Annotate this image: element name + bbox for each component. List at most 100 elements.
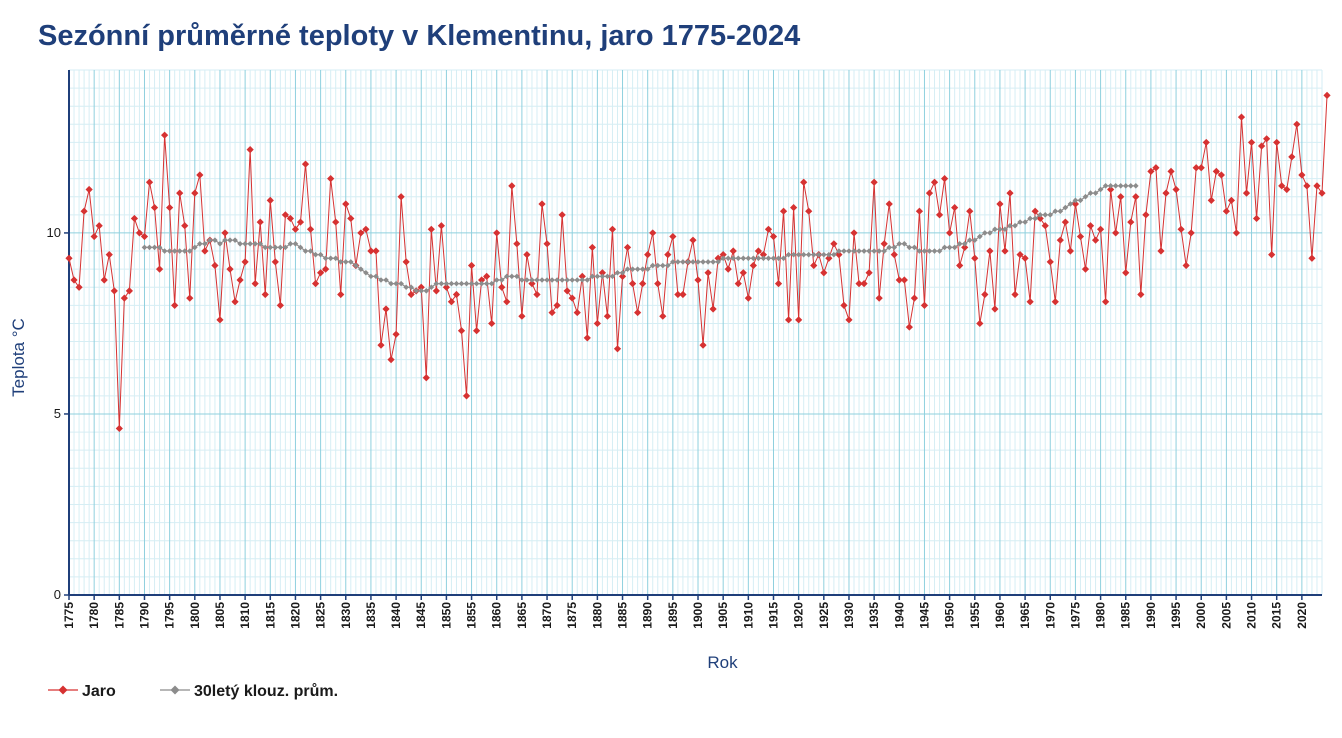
data-point-jaro — [1177, 225, 1185, 233]
data-point-mean — [166, 248, 173, 254]
data-point-mean — [317, 251, 324, 258]
data-point-jaro — [593, 319, 601, 328]
data-point-mean — [242, 240, 248, 247]
data-point-mean — [327, 255, 334, 262]
data-point-mean — [151, 244, 158, 251]
data-point-mean — [282, 244, 289, 251]
data-point-mean — [604, 273, 611, 280]
data-point-jaro — [558, 211, 566, 219]
data-point-mean — [393, 280, 399, 287]
data-point-jaro — [1318, 189, 1326, 197]
data-point-mean — [951, 244, 958, 251]
data-point-jaro — [216, 316, 224, 324]
data-point-jaro — [563, 287, 571, 295]
data-point-mean — [826, 251, 832, 258]
series-jaro — [65, 91, 1331, 433]
data-point-jaro — [951, 203, 959, 212]
data-point-mean — [921, 248, 928, 254]
x-tick-label: 1945 — [917, 602, 931, 629]
data-point-jaro — [402, 258, 410, 266]
data-point-mean — [841, 248, 847, 254]
data-point-mean — [740, 255, 747, 262]
data-point-jaro — [1217, 171, 1225, 179]
data-point-mean — [403, 284, 409, 291]
data-point-jaro — [966, 207, 974, 215]
data-point-jaro — [598, 269, 607, 277]
x-tick-label: 1825 — [314, 602, 328, 629]
data-point-mean — [297, 244, 304, 251]
data-point-jaro — [1207, 196, 1215, 204]
data-point-jaro — [432, 287, 440, 295]
data-point-jaro — [1127, 218, 1135, 226]
data-point-mean — [176, 248, 183, 254]
data-point-jaro — [608, 225, 617, 233]
data-point-jaro — [1172, 185, 1180, 194]
data-point-jaro — [100, 276, 108, 284]
data-point-mean — [599, 273, 606, 280]
data-point-jaro — [820, 269, 828, 277]
data-point-jaro — [291, 225, 300, 233]
x-tick-label: 2020 — [1295, 602, 1309, 629]
data-point-jaro — [110, 287, 118, 295]
y-tick-label: 10 — [47, 225, 61, 240]
data-point-mean — [815, 251, 822, 258]
data-point-jaro — [261, 290, 269, 299]
data-point-jaro — [1051, 298, 1059, 306]
data-point-mean — [670, 259, 676, 265]
data-point-jaro — [1227, 196, 1236, 204]
data-point-jaro — [1278, 182, 1286, 190]
data-point-jaro — [784, 316, 793, 324]
data-point-mean — [1082, 193, 1089, 200]
data-point-mean — [695, 259, 701, 265]
data-point-mean — [735, 255, 742, 262]
data-point-mean — [619, 269, 626, 276]
data-point-mean — [629, 266, 636, 272]
data-point-jaro — [1086, 222, 1095, 230]
data-point-mean — [770, 255, 777, 262]
data-point-jaro — [860, 280, 868, 288]
data-point-jaro — [1323, 91, 1331, 99]
data-point-mean — [368, 273, 374, 280]
data-point-jaro — [774, 280, 783, 288]
data-point-jaro — [171, 301, 179, 309]
data-point-mean — [1037, 212, 1044, 218]
data-point-mean — [1107, 183, 1114, 189]
x-tick-label: 1780 — [87, 602, 101, 629]
data-point-jaro — [1252, 214, 1261, 223]
data-point-mean — [463, 280, 470, 287]
data-point-jaro — [367, 247, 375, 255]
data-point-mean — [780, 255, 787, 262]
data-point-jaro — [981, 290, 989, 299]
data-point-mean — [448, 280, 455, 287]
data-point-mean — [498, 277, 505, 283]
data-point-jaro — [865, 269, 873, 277]
data-point-mean — [192, 244, 198, 251]
x-tick-label: 1795 — [163, 602, 177, 629]
data-point-mean — [720, 255, 726, 262]
data-point-mean — [332, 255, 339, 262]
data-point-mean — [272, 244, 279, 251]
x-tick-label: 1790 — [137, 602, 151, 629]
data-point-mean — [946, 244, 953, 251]
data-point-jaro — [1263, 135, 1271, 143]
data-point-jaro — [744, 294, 752, 302]
data-point-mean — [141, 244, 148, 251]
data-point-mean — [423, 288, 430, 294]
data-point-jaro — [845, 316, 853, 324]
x-tick-label: 1820 — [288, 602, 302, 629]
data-point-jaro — [659, 312, 667, 320]
data-point-mean — [609, 273, 616, 280]
x-tick-label: 1785 — [112, 602, 126, 629]
data-point-mean — [549, 277, 555, 283]
legend-item-mean: 30letý klouz. prům. — [160, 683, 338, 700]
data-point-jaro — [639, 280, 647, 288]
data-point-jaro — [905, 323, 913, 331]
x-tick-label: 1880 — [590, 602, 604, 629]
data-point-jaro — [769, 232, 778, 241]
data-point-mean — [685, 259, 691, 265]
data-point-jaro — [327, 175, 335, 183]
x-tick-label: 1810 — [238, 602, 252, 629]
data-point-jaro — [1303, 182, 1311, 190]
data-point-jaro — [256, 218, 264, 226]
